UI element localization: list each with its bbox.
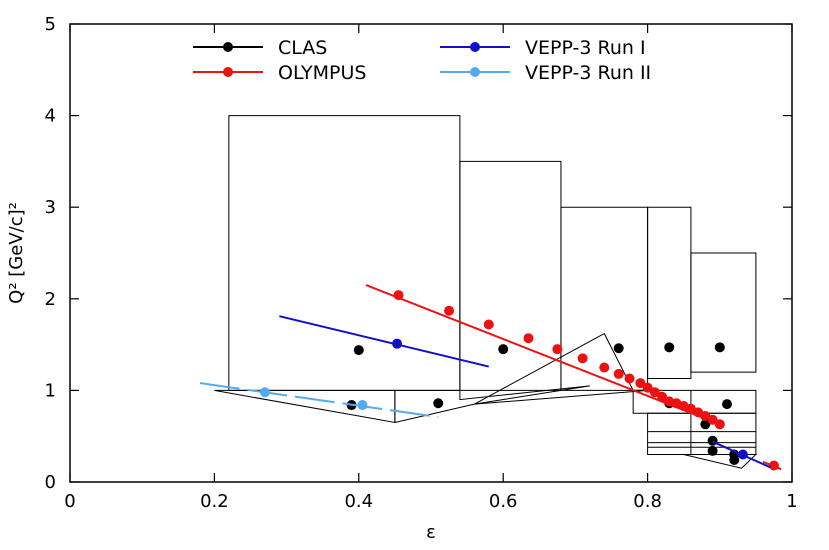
data-point-olympus (613, 368, 624, 379)
data-point-clas (707, 445, 718, 456)
legend-marker (223, 67, 233, 77)
data-point-olympus (768, 460, 779, 471)
data-point-vepp-3-run-i (737, 449, 748, 460)
axis-ticks: 0 0.2 0.4 0.6 0.8 1 0 1 2 3 4 5 (45, 14, 798, 512)
x-axis-label: ε (426, 522, 436, 543)
coverage-regions (214, 115, 758, 469)
data-point-clas (722, 399, 733, 410)
series-layer (199, 284, 782, 471)
data-point-olympus (649, 387, 660, 398)
y-tick-label: 0 (45, 472, 56, 493)
data-point-clas (664, 342, 675, 353)
legend-label: OLYMPUS (278, 62, 366, 84)
legend-label: VEPP-3 Run I (525, 37, 646, 59)
data-point-olympus (393, 290, 404, 301)
data-point-clas (433, 398, 444, 409)
x-tick-label: 0.8 (633, 491, 662, 512)
legend-marker (223, 42, 233, 52)
data-point-clas (714, 342, 725, 353)
data-point-vepp-3-run-ii (259, 387, 270, 398)
clas-coverage-region (228, 115, 461, 391)
data-point-olympus (707, 414, 718, 425)
data-point-olympus (552, 344, 563, 355)
x-tick-label: 1 (786, 491, 797, 512)
data-point-vepp-3-run-ii (357, 400, 368, 411)
clas-coverage-region (394, 385, 590, 424)
legend-label: VEPP-3 Run II (525, 62, 651, 84)
data-point-olympus (483, 319, 494, 330)
y-tick-label: 2 (45, 289, 56, 310)
data-point-olympus (657, 391, 668, 402)
x-tick-label: 0.2 (200, 491, 229, 512)
data-point-olympus (642, 382, 653, 393)
data-point-olympus (635, 378, 646, 389)
x-tick-label: 0.6 (489, 491, 518, 512)
x-tick-label: 0.4 (344, 491, 373, 512)
legend-marker (470, 42, 480, 52)
data-point-clas (498, 344, 509, 355)
data-point-clas (353, 345, 364, 356)
y-tick-label: 3 (45, 197, 56, 218)
data-point-olympus (599, 362, 610, 373)
clas-coverage-region (459, 160, 562, 391)
data-point-olympus (714, 419, 725, 430)
legend: CLAS OLYMPUS VEPP-3 Run I VEPP-3 Run II (193, 37, 651, 84)
x-tick-label: 0 (64, 491, 75, 512)
y-tick-label: 4 (45, 106, 56, 127)
clas-coverage-region (683, 454, 758, 469)
y-axis-label: Q² [GeV/c]² (6, 202, 27, 304)
series-line-2 (279, 315, 489, 368)
data-point-clas (729, 455, 740, 466)
data-point-olympus (523, 333, 534, 344)
data-point-clas (613, 343, 624, 354)
clas-coverage-region (647, 206, 692, 379)
legend-marker (470, 67, 480, 77)
data-point-vepp-3-run-i (392, 338, 403, 349)
legend-label: CLAS (278, 37, 327, 59)
data-point-clas (700, 419, 711, 430)
y-tick-label: 1 (45, 380, 56, 401)
series-line-3 (199, 382, 439, 418)
data-point-olympus (577, 353, 588, 364)
data-point-olympus (444, 305, 455, 316)
plot-frame (69, 23, 793, 483)
data-point-olympus (624, 373, 635, 384)
clas-coverage-region (690, 252, 757, 373)
y-tick-label: 5 (45, 14, 56, 35)
